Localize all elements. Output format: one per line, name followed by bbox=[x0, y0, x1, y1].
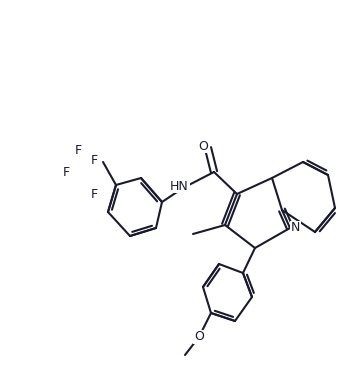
Text: O: O bbox=[194, 331, 204, 344]
Text: HN: HN bbox=[170, 180, 189, 193]
Text: F: F bbox=[90, 188, 98, 200]
Text: F: F bbox=[91, 154, 98, 167]
Text: N: N bbox=[291, 222, 300, 235]
Text: O: O bbox=[198, 140, 208, 153]
Text: F: F bbox=[62, 166, 69, 178]
Text: F: F bbox=[74, 143, 82, 156]
